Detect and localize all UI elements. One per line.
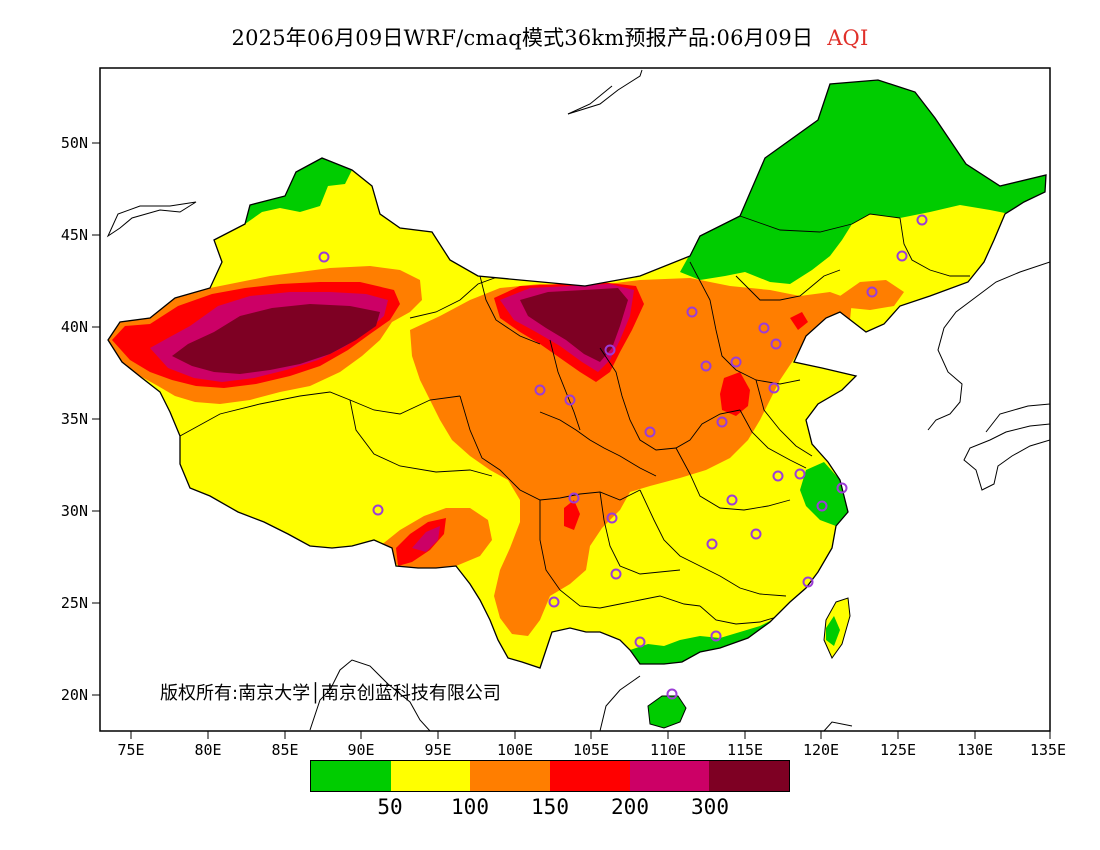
hainan-island	[647, 695, 687, 729]
taiwan-good	[826, 616, 840, 646]
legend-swatch-sensitive	[470, 761, 551, 791]
lon-label: 115E	[727, 741, 763, 759]
lon-label: 105E	[573, 741, 609, 759]
lon-label: 120E	[803, 741, 839, 759]
lon-label: 135E	[1030, 741, 1066, 759]
legend-label: 100	[451, 795, 489, 819]
lon-label: 80E	[194, 741, 221, 759]
lon-label: 90E	[347, 741, 374, 759]
aqi-region-unhealthy-beijing	[790, 312, 808, 330]
latitude-axis: 50N 45N 40N 35N 30N 25N 20N	[61, 134, 100, 704]
title-main: 2025年06月09日WRF/cmaq模式36km预报产品:06月09日	[231, 26, 814, 50]
province-boundaries	[179, 213, 970, 625]
lat-label: 35N	[61, 410, 88, 428]
coastlines	[106, 69, 1050, 731]
legend-swatch-unhealthy	[550, 761, 630, 791]
legend-label: 150	[531, 795, 569, 819]
aqi-region-good-northeast	[680, 80, 1046, 284]
aqi-region-hazardous-central	[520, 288, 628, 362]
legend-label: 200	[611, 795, 649, 819]
lat-label: 45N	[61, 226, 88, 244]
aqi-forecast-map: 50N 45N 40N 35N 30N 25N 20N 75E 80E 85E …	[61, 67, 1066, 759]
lon-label: 110E	[650, 741, 686, 759]
lon-label: 75E	[117, 741, 144, 759]
title-variable: AQI	[827, 26, 869, 50]
legend-label: 300	[691, 795, 729, 819]
lon-label: 100E	[497, 741, 533, 759]
aqi-region-sensitive-northeast	[840, 280, 904, 310]
lon-label: 130E	[957, 741, 993, 759]
aqi-region-unhealthy-henan	[720, 372, 750, 416]
longitude-axis: 75E 80E 85E 90E 95E 100E 105E 110E 115E …	[117, 731, 1066, 759]
legend-swatch-hazardous	[709, 761, 790, 791]
lon-label: 125E	[880, 741, 916, 759]
lon-label: 85E	[271, 741, 298, 759]
aqi-region-good-northwest	[245, 158, 352, 224]
aqi-region-unhealthy-sichuan	[564, 500, 580, 530]
aqi-region-hazardous-west	[172, 304, 380, 374]
lat-label: 40N	[61, 318, 88, 336]
legend-swatch-good	[311, 761, 391, 791]
legend-swatch-very-unhealthy	[629, 761, 710, 791]
aqi-region-very-unhealthy-tibet	[412, 526, 440, 552]
lon-label: 95E	[424, 741, 451, 759]
legend-label: 50	[377, 795, 403, 819]
map-title: 2025年06月09日WRF/cmaq模式36km预报产品:06月09日 AQI	[0, 22, 1100, 52]
lat-label: 20N	[61, 686, 88, 704]
aqi-color-legend	[310, 760, 790, 792]
aqi-region-sensitive-central	[410, 278, 852, 636]
lat-label: 50N	[61, 134, 88, 152]
copyright-notice: 版权所有:南京大学│南京创蓝科技有限公司	[160, 683, 501, 704]
aqi-region-good-east	[800, 462, 848, 526]
lat-label: 30N	[61, 502, 88, 520]
station-markers	[318, 214, 928, 700]
lat-label: 25N	[61, 594, 88, 612]
aqi-region-good-south	[630, 588, 810, 668]
legend-swatch-moderate	[390, 761, 471, 791]
